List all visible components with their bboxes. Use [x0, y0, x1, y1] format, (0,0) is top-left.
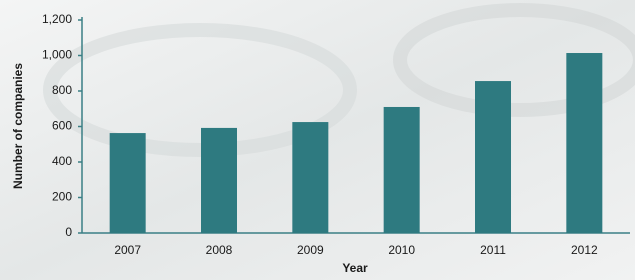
y-tick-label: 0 — [65, 225, 72, 239]
bar — [475, 81, 511, 233]
bar — [292, 122, 328, 233]
x-tick-label: 2009 — [297, 243, 324, 257]
y-tick-label: 1,000 — [42, 48, 72, 62]
bar — [201, 128, 237, 233]
chart: Number of companies Year 0 200 400 600 800 1,… — [0, 0, 635, 280]
bar — [110, 133, 146, 233]
x-tick-label: 2010 — [388, 243, 415, 257]
x-tick-label: 2011 — [480, 243, 506, 257]
y-tick-label: 1,200 — [42, 12, 72, 26]
x-tick-label: 2008 — [206, 243, 233, 257]
y-tick-label: 200 — [52, 190, 72, 204]
y-tick-label: 400 — [52, 154, 72, 168]
x-axis-label: Year — [342, 261, 368, 275]
y-axis-label: Number of companies — [11, 63, 25, 189]
x-tick-label: 2007 — [114, 243, 141, 257]
bar — [384, 107, 420, 233]
x-tick-label: 2012 — [571, 243, 598, 257]
y-tick-label: 800 — [52, 83, 72, 97]
y-tick-label: 600 — [52, 119, 72, 133]
bar — [566, 53, 602, 233]
